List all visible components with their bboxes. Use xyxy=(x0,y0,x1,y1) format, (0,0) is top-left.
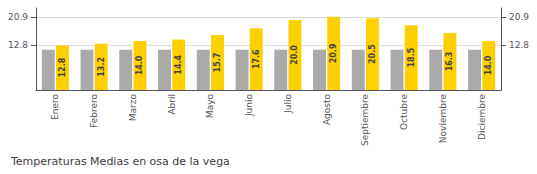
svg-text:20.9: 20.9 xyxy=(329,43,338,63)
svg-text:17.6: 17.6 xyxy=(252,49,261,69)
svg-text:13.2: 13.2 xyxy=(97,57,106,77)
svg-text:Temperaturas Medias en osa de: Temperaturas Medias en osa de la vega xyxy=(10,155,230,168)
svg-text:15.7: 15.7 xyxy=(213,53,222,73)
svg-text:16.3: 16.3 xyxy=(445,52,454,72)
svg-text:20.9: 20.9 xyxy=(509,12,529,22)
svg-text:Julio: Julio xyxy=(283,94,293,114)
svg-text:14.4: 14.4 xyxy=(174,54,183,74)
svg-text:Agosto: Agosto xyxy=(322,94,332,126)
svg-text:14.0: 14.0 xyxy=(484,55,493,75)
svg-text:Diciembre: Diciembre xyxy=(477,94,487,140)
svg-text:Febrero: Febrero xyxy=(89,94,99,128)
svg-text:Noviembre: Noviembre xyxy=(438,94,448,144)
svg-text:14.0: 14.0 xyxy=(135,55,144,75)
svg-text:20.9: 20.9 xyxy=(8,12,28,22)
svg-text:Junio: Junio xyxy=(244,94,254,118)
svg-text:Enero: Enero xyxy=(50,94,60,120)
svg-text:Marzo: Marzo xyxy=(128,94,138,122)
svg-text:Septiembre: Septiembre xyxy=(360,94,370,147)
svg-text:20.5: 20.5 xyxy=(368,44,377,64)
svg-text:12.8: 12.8 xyxy=(509,40,529,50)
svg-text:18.5: 18.5 xyxy=(407,47,416,67)
svg-text:Octubre: Octubre xyxy=(399,94,409,130)
svg-text:12.8: 12.8 xyxy=(58,57,67,77)
svg-text:Mayo: Mayo xyxy=(205,94,215,119)
svg-text:12.8: 12.8 xyxy=(8,40,28,50)
svg-text:20.0: 20.0 xyxy=(290,45,299,65)
svg-text:Abril: Abril xyxy=(167,94,177,115)
